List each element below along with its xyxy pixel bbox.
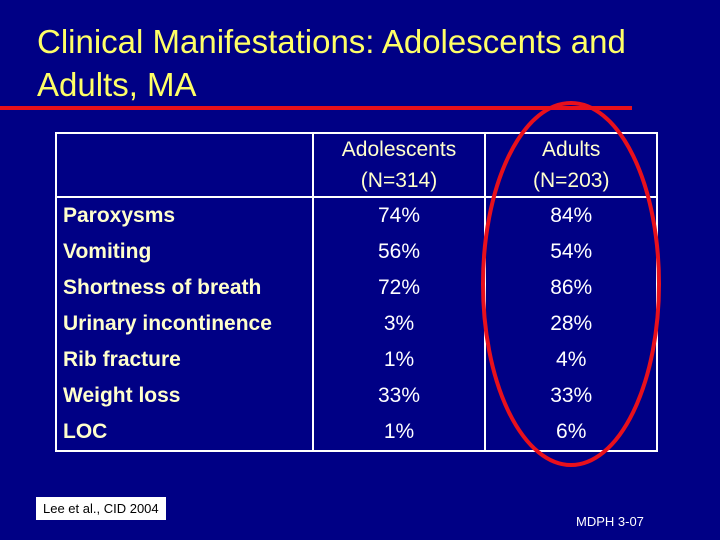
table-row: Shortness of breath 72% 86% [56,270,657,306]
adolescents-value: 74% [311,197,486,234]
header-adolescents: Adolescents (N=314) [311,133,486,198]
header-adults: Adults (N=203) [484,133,657,198]
row-label: Shortness of breath [63,276,262,299]
row-label: Rib fracture [63,348,181,371]
adults-value: 84% [484,197,657,234]
table-row: LOC 1% 6% [56,414,657,451]
adolescents-value: 3% [311,306,486,342]
table-row: Paroxysms 74% 84% [56,197,657,234]
header-adults-n: (N=203) [533,169,610,192]
header-adolescents-label: Adolescents [341,138,457,161]
row-label: Paroxysms [63,204,176,227]
table-header-row: Adolescents (N=314) Adults (N=203) [56,133,657,198]
adolescents-value: 72% [311,270,486,306]
title-underline [0,106,632,110]
table-row: Rib fracture 1% 4% [56,342,657,378]
table-row: Vomiting 56% 54% [56,234,657,270]
manifestations-table: Adolescents (N=314) Adults (N=203) Paroxys… [55,132,658,452]
adults-value: 6% [484,414,657,451]
slide-title: Clinical Manifestations: Adolescents and… [37,23,626,103]
header-empty-cell [56,133,313,198]
row-label: Vomiting [63,240,152,263]
adolescents-value: 1% [311,414,486,451]
row-label: Weight loss [63,384,181,407]
adults-value: 28% [484,306,657,342]
header-adults-label: Adults [542,138,601,161]
adolescents-value: 56% [311,234,486,270]
footer-label: MDPH 3-07 [576,514,644,529]
header-adolescents-n: (N=314) [360,169,438,192]
adults-value: 86% [484,270,657,306]
adults-value: 4% [484,342,657,378]
adolescents-value: 1% [311,342,486,378]
adults-value: 54% [484,234,657,270]
adolescents-value: 33% [311,378,486,414]
table-row: Weight loss 33% 33% [56,378,657,414]
adults-value: 33% [484,378,657,414]
row-label: LOC [63,420,108,443]
table-row: Urinary incontinence 3% 28% [56,306,657,342]
row-label: Urinary incontinence [63,312,272,335]
citation-box: Lee et al., CID 2004 [36,497,166,520]
